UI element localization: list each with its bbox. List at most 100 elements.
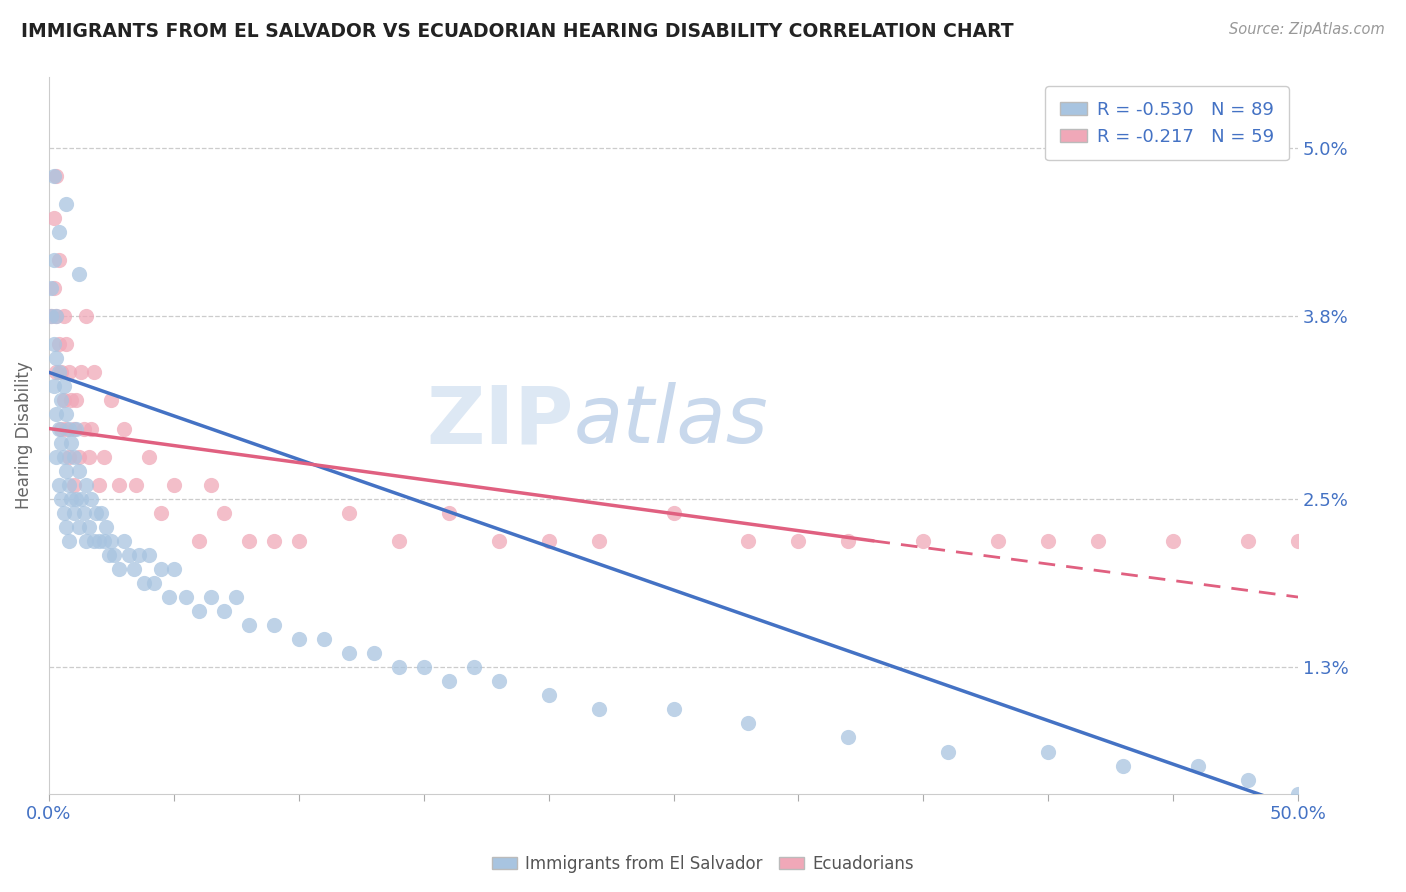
Point bbox=[112, 533, 135, 548]
Point bbox=[108, 562, 131, 576]
Point bbox=[1112, 758, 1135, 772]
Point bbox=[58, 421, 80, 435]
Point bbox=[238, 533, 260, 548]
Point bbox=[77, 450, 100, 464]
Point bbox=[388, 660, 411, 674]
Point bbox=[55, 408, 77, 422]
Point bbox=[288, 533, 311, 548]
Point bbox=[42, 252, 65, 267]
Point bbox=[80, 491, 103, 506]
Point bbox=[912, 533, 935, 548]
Point bbox=[52, 379, 75, 393]
Point bbox=[437, 506, 460, 520]
Point bbox=[987, 533, 1010, 548]
Point bbox=[51, 393, 73, 408]
Point bbox=[55, 337, 77, 351]
Point bbox=[837, 533, 859, 548]
Point bbox=[93, 533, 115, 548]
Point bbox=[936, 745, 959, 759]
Text: Source: ZipAtlas.com: Source: ZipAtlas.com bbox=[1229, 22, 1385, 37]
Point bbox=[60, 393, 83, 408]
Point bbox=[90, 506, 112, 520]
Point bbox=[1286, 787, 1309, 801]
Point bbox=[70, 365, 93, 379]
Point bbox=[75, 533, 97, 548]
Point bbox=[142, 576, 165, 591]
Point bbox=[63, 421, 86, 435]
Point bbox=[238, 618, 260, 632]
Point bbox=[737, 716, 759, 731]
Text: atlas: atlas bbox=[574, 383, 768, 460]
Point bbox=[58, 477, 80, 491]
Point bbox=[388, 533, 411, 548]
Point bbox=[163, 562, 186, 576]
Point bbox=[42, 281, 65, 295]
Point bbox=[1187, 758, 1209, 772]
Point bbox=[42, 211, 65, 225]
Point bbox=[52, 506, 75, 520]
Point bbox=[65, 491, 87, 506]
Point bbox=[41, 281, 63, 295]
Point bbox=[97, 548, 120, 562]
Point bbox=[96, 520, 118, 534]
Point bbox=[67, 267, 90, 281]
Point bbox=[412, 660, 434, 674]
Point bbox=[42, 379, 65, 393]
Point bbox=[58, 365, 80, 379]
Point bbox=[45, 351, 67, 366]
Point bbox=[128, 548, 150, 562]
Point bbox=[58, 533, 80, 548]
Point bbox=[225, 590, 247, 604]
Point bbox=[1237, 533, 1260, 548]
Point bbox=[1038, 533, 1060, 548]
Point bbox=[1237, 772, 1260, 787]
Point bbox=[187, 604, 209, 618]
Point bbox=[187, 533, 209, 548]
Point bbox=[1161, 533, 1184, 548]
Point bbox=[41, 309, 63, 323]
Point bbox=[87, 477, 110, 491]
Point bbox=[48, 337, 70, 351]
Point bbox=[86, 506, 108, 520]
Point bbox=[212, 506, 235, 520]
Point bbox=[55, 520, 77, 534]
Point bbox=[125, 477, 148, 491]
Point bbox=[55, 421, 77, 435]
Point bbox=[463, 660, 485, 674]
Point bbox=[537, 689, 560, 703]
Point bbox=[51, 491, 73, 506]
Point bbox=[55, 464, 77, 478]
Point bbox=[45, 309, 67, 323]
Text: IMMIGRANTS FROM EL SALVADOR VS ECUADORIAN HEARING DISABILITY CORRELATION CHART: IMMIGRANTS FROM EL SALVADOR VS ECUADORIA… bbox=[21, 22, 1014, 41]
Point bbox=[112, 421, 135, 435]
Point bbox=[87, 533, 110, 548]
Point bbox=[83, 365, 105, 379]
Point bbox=[1087, 533, 1109, 548]
Point bbox=[176, 590, 198, 604]
Point bbox=[588, 533, 610, 548]
Point bbox=[100, 533, 122, 548]
Point bbox=[837, 731, 859, 745]
Point bbox=[65, 393, 87, 408]
Point bbox=[67, 520, 90, 534]
Point bbox=[60, 491, 83, 506]
Point bbox=[337, 646, 360, 660]
Point bbox=[122, 562, 145, 576]
Point bbox=[60, 435, 83, 450]
Y-axis label: Hearing Disability: Hearing Disability bbox=[15, 361, 32, 509]
Point bbox=[488, 674, 510, 689]
Point bbox=[93, 450, 115, 464]
Point bbox=[108, 477, 131, 491]
Point bbox=[200, 590, 222, 604]
Point bbox=[263, 618, 285, 632]
Point bbox=[51, 365, 73, 379]
Point bbox=[103, 548, 125, 562]
Point bbox=[83, 533, 105, 548]
Point bbox=[488, 533, 510, 548]
Point bbox=[67, 450, 90, 464]
Point bbox=[662, 702, 685, 716]
Point bbox=[73, 506, 96, 520]
Point bbox=[75, 477, 97, 491]
Point bbox=[787, 533, 810, 548]
Point bbox=[52, 309, 75, 323]
